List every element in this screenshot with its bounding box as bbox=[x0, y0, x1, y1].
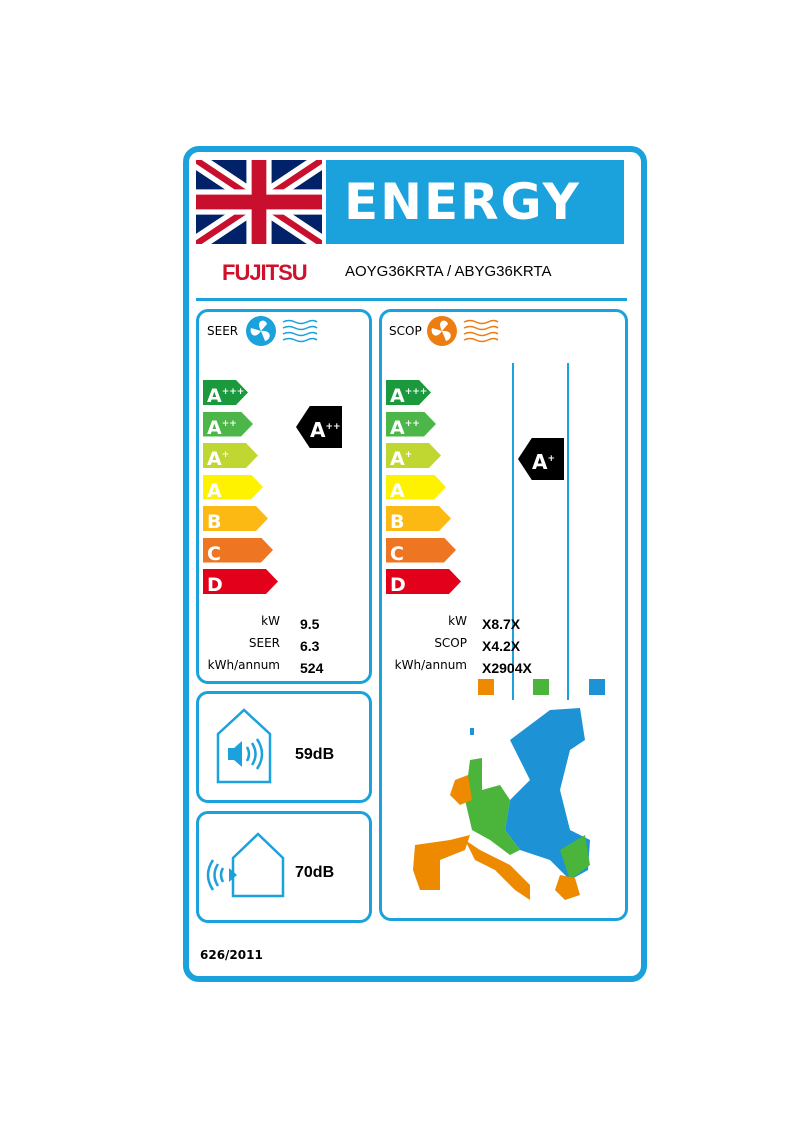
scale-arrow: A+ bbox=[203, 443, 258, 468]
fan-warm-icon bbox=[427, 316, 499, 346]
zone-average-swatch bbox=[533, 679, 549, 695]
zone-warmer-swatch bbox=[478, 679, 494, 695]
scale-arrow: C bbox=[203, 537, 273, 563]
outdoor-noise-value: 70dB bbox=[295, 864, 335, 881]
row-value: X8.7X bbox=[482, 616, 521, 632]
zone-line bbox=[512, 363, 514, 700]
zone-colder-swatch bbox=[589, 679, 605, 695]
row-label: SEER bbox=[248, 636, 280, 650]
row-value: 524 bbox=[300, 660, 324, 676]
scale-arrow: B bbox=[386, 506, 451, 531]
indoor-noise-value: 59dB bbox=[295, 746, 335, 763]
scale-arrow: A bbox=[386, 474, 446, 500]
divider bbox=[196, 298, 627, 301]
scop-title: SCOP bbox=[389, 324, 422, 338]
cooling-panel bbox=[196, 309, 372, 684]
row-label: kWh/annum bbox=[207, 658, 280, 672]
europe-climate-map bbox=[413, 708, 590, 900]
zone-line bbox=[567, 363, 569, 700]
energy-title: ENERGY bbox=[326, 160, 624, 244]
scale-arrow: B bbox=[203, 506, 268, 531]
row-value: X2904X bbox=[482, 660, 532, 676]
scale-arrow: D bbox=[203, 569, 278, 594]
model-number: AOYG36KRTA / ABYG36KRTA bbox=[345, 263, 552, 280]
outdoor-speaker-house-icon bbox=[206, 832, 285, 898]
seer-rating-indicator: A++ bbox=[296, 406, 342, 448]
fan-cold-icon bbox=[246, 316, 318, 346]
row-label: kW bbox=[261, 614, 280, 628]
scale-arrow: A bbox=[203, 474, 263, 500]
scale-arrow: A+ bbox=[386, 443, 441, 468]
brand-logo: FUJITSU bbox=[222, 260, 308, 285]
scale-arrow: C bbox=[386, 537, 456, 563]
scale-arrow: D bbox=[386, 569, 461, 594]
seer-title: SEER bbox=[207, 324, 239, 338]
indoor-speaker-house-icon bbox=[216, 708, 272, 784]
outdoor-noise-panel bbox=[196, 811, 372, 923]
uk-flag-icon bbox=[196, 160, 322, 244]
scale-arrow: A++ bbox=[203, 411, 253, 437]
row-label: kW bbox=[448, 614, 467, 628]
label-frame bbox=[183, 146, 647, 982]
indoor-noise-panel bbox=[196, 691, 372, 803]
row-label: SCOP bbox=[434, 636, 467, 650]
row-label: kWh/annum bbox=[394, 658, 467, 672]
regulation-number: 626/2011 bbox=[200, 948, 263, 962]
row-value: 6.3 bbox=[300, 638, 320, 654]
heating-panel bbox=[379, 309, 628, 921]
scale-arrow: A++ bbox=[386, 411, 436, 437]
row-value: X4.2X bbox=[482, 638, 521, 654]
row-value: 9.5 bbox=[300, 616, 320, 632]
